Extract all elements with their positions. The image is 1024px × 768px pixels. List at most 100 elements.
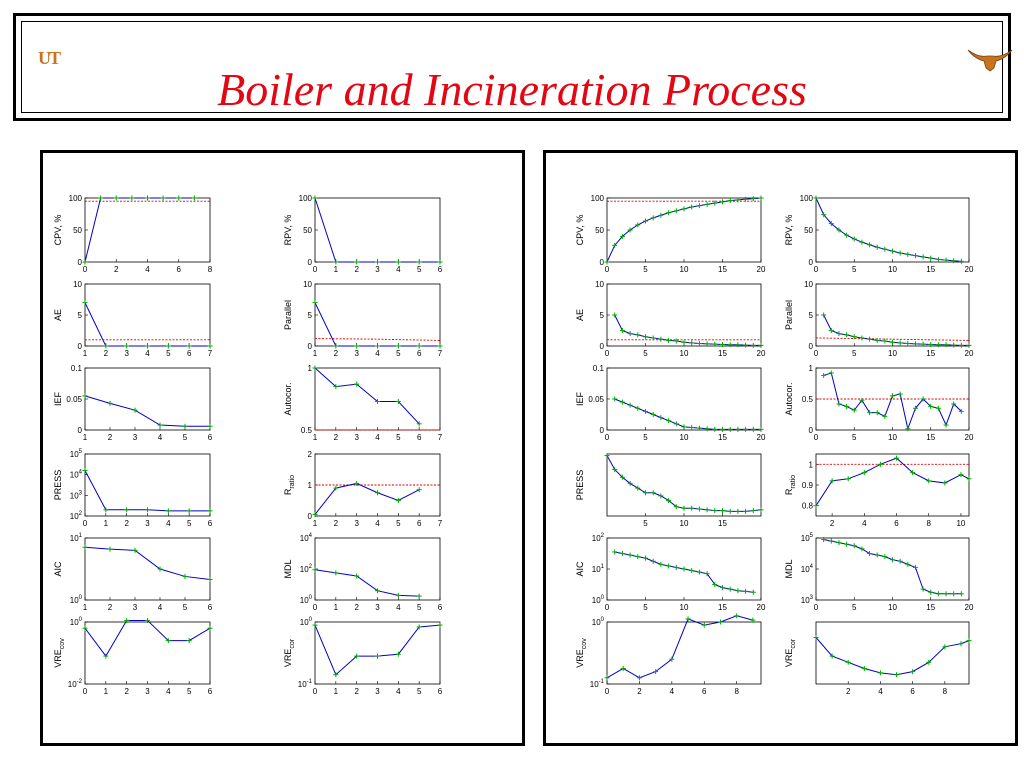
title-frame-inner (21, 21, 1003, 113)
x-tick-label: 5 (417, 687, 422, 696)
x-tick-label: 5 (396, 349, 401, 358)
y-tick-label: 100 (592, 595, 605, 605)
x-tick-label: 5 (643, 433, 648, 442)
y-tick-exponent: 0 (79, 595, 83, 601)
y-tick-label: 104 (300, 533, 313, 543)
x-tick-label: 4 (670, 687, 675, 696)
series-line (84, 197, 195, 263)
x-tick-label: 10 (680, 519, 689, 528)
y-tick-label: 50 (595, 226, 604, 235)
y-axis-label: VREcov (575, 638, 588, 668)
x-tick-label: 15 (926, 265, 935, 274)
y-tick-label: 101 (592, 564, 605, 574)
x-tick-label: 7 (208, 349, 213, 358)
subplot-R3: 0 5 10 15 20 0 5 10 AE (575, 280, 766, 358)
series-line (314, 367, 420, 425)
y-tick-label: 5 (600, 311, 605, 320)
x-tick-label: 5 (852, 433, 857, 442)
x-tick-label: 0 (83, 265, 88, 274)
y-tick-exponent: 5 (79, 449, 83, 455)
y-tick-label: 0.8 (802, 502, 814, 511)
series-line (314, 482, 420, 515)
y-tick-label: 100 (591, 194, 605, 203)
y-tick-label: 104 (70, 470, 83, 480)
y-tick-label: 0 (809, 258, 814, 267)
y-axis-label: VREcor (283, 638, 296, 667)
y-tick-label: 50 (73, 226, 82, 235)
x-tick-label: 4 (375, 349, 380, 358)
x-tick-label: 8 (208, 265, 213, 274)
y-tick-label: 100 (800, 194, 814, 203)
x-tick-label: 4 (145, 265, 150, 274)
x-tick-label: 4 (396, 265, 401, 274)
x-tick-label: 6 (208, 433, 213, 442)
y-tick-label: 10 (73, 280, 82, 289)
x-tick-label: 5 (852, 265, 857, 274)
x-tick-label: 15 (926, 433, 935, 442)
left-panel: 0 2 4 6 8 0 50 100 CPV, % 0 1 2 3 4 5 6 0 50 100 RPV, % 1 2 3 4… (40, 150, 525, 746)
x-tick-label: 10 (680, 603, 689, 612)
subplot-L12: 0 1 2 3 4 5 6 10-1 100 VREcor (283, 617, 443, 696)
right-panel: 0 5 10 15 20 0 50 100 CPV, % 0 5 10 15 20 0 50 100 RPV, %… (543, 150, 1018, 746)
y-tick-exponent: 0 (601, 617, 605, 623)
y-tick-exponent: 4 (309, 533, 313, 539)
axes-box (815, 537, 970, 601)
x-tick-label: 4 (158, 433, 163, 442)
subplot-R7: 5 10 15 PRESS (575, 453, 764, 528)
subplot-R8: 2 4 6 8 10 0.8 0.9 1 Rratio (784, 453, 972, 528)
y-tick-label: 1 (308, 481, 313, 490)
x-tick-label: 6 (187, 349, 192, 358)
y-tick-label: 10 (303, 280, 312, 289)
x-tick-label: 15 (718, 433, 727, 442)
y-axis-label-subscript: cov (59, 638, 66, 649)
x-tick-label: 4 (166, 519, 171, 528)
axes-box (815, 621, 970, 685)
subplot-R10: 0 5 10 15 20 103 104 105 MDL (784, 533, 974, 612)
title-frame: UT Boiler and Incineration Process (13, 13, 1013, 121)
axes-box (314, 197, 441, 263)
x-tick-label: 5 (852, 603, 857, 612)
y-tick-label: 5 (308, 311, 313, 320)
x-tick-label: 0 (814, 433, 819, 442)
x-tick-label: 0 (605, 433, 610, 442)
x-tick-label: 1 (313, 519, 318, 528)
y-tick-label: 100 (69, 194, 83, 203)
x-tick-label: 4 (158, 603, 163, 612)
x-tick-label: 5 (643, 519, 648, 528)
y-axis-label: Autocor. (283, 382, 293, 415)
subplot-L11: 0 1 2 3 4 5 6 10-2 100 VREcov (53, 617, 213, 696)
y-tick-label: 0 (78, 258, 83, 267)
subplot-R2: 0 5 10 15 20 0 50 100 RPV, % (784, 194, 974, 274)
axes-box (84, 537, 211, 601)
x-tick-label: 1 (83, 349, 88, 358)
y-tick-label: 100 (300, 595, 313, 605)
x-tick-label: 6 (208, 687, 213, 696)
x-tick-label: 15 (718, 519, 727, 528)
y-tick-exponent: 4 (810, 564, 814, 570)
page-title: Boiler and Incineration Process (217, 64, 807, 115)
y-tick-label: 5 (809, 311, 814, 320)
x-tick-label: 10 (888, 349, 897, 358)
x-tick-label: 15 (926, 603, 935, 612)
y-tick-exponent: 0 (309, 617, 313, 623)
y-tick-label: 10 (595, 280, 604, 289)
axes-box (84, 621, 211, 685)
axes-box (815, 453, 970, 517)
y-tick-label: 105 (70, 449, 83, 459)
y-tick-exponent: 1 (79, 533, 83, 539)
x-tick-label: 0 (814, 265, 819, 274)
x-tick-label: 6 (417, 433, 422, 442)
x-tick-label: 2 (124, 687, 129, 696)
y-tick-label: 1 (308, 364, 313, 373)
x-tick-label: 5 (187, 687, 192, 696)
x-tick-label: 2 (108, 603, 113, 612)
x-tick-label: 1 (334, 265, 339, 274)
y-tick-label: 0 (308, 258, 313, 267)
y-tick-exponent: 3 (79, 490, 83, 496)
axes-box (606, 621, 762, 685)
x-tick-label: 3 (354, 519, 359, 528)
y-tick-exponent: 2 (601, 533, 605, 539)
series-line (606, 615, 754, 679)
